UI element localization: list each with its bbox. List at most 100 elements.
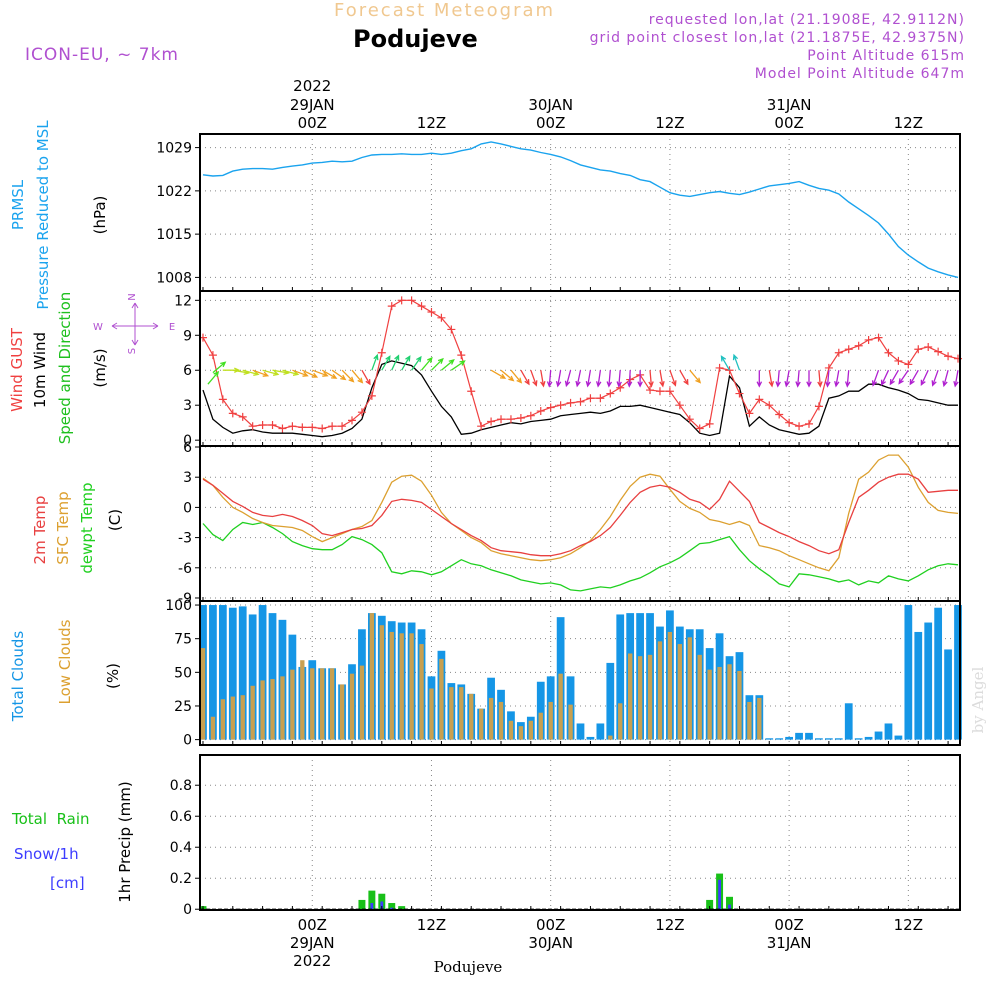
wind-direction-arrow — [555, 370, 562, 388]
wind-direction-arrow — [626, 370, 633, 388]
y-tick-label: 0.4 — [170, 840, 192, 856]
gust-marker — [427, 307, 436, 316]
gust-marker — [526, 411, 535, 420]
bottom-axis-label: 00Z — [774, 916, 803, 934]
gust-marker — [785, 418, 794, 427]
gust-marker — [675, 401, 684, 410]
wind-direction-arrow — [490, 369, 507, 379]
gust-marker — [348, 416, 356, 425]
gust-marker — [596, 394, 605, 403]
bottom-axis-label: 2022 — [293, 952, 331, 970]
gust-marker — [238, 412, 247, 421]
gust-marker — [715, 363, 724, 372]
gust-marker — [586, 394, 595, 403]
wind-direction-arrow — [689, 369, 702, 384]
gust-marker — [894, 356, 903, 365]
snow-cm-label: [cm] — [50, 874, 85, 892]
gust-marker — [298, 423, 307, 432]
wind-direction-arrow — [411, 355, 422, 371]
wind-direction-arrow — [920, 369, 929, 387]
bottom-axis-label: 12Z — [417, 916, 446, 934]
gust-marker — [377, 348, 386, 357]
low-cloud-bar — [717, 666, 722, 740]
low-cloud-bar — [628, 653, 633, 740]
low-cloud-bar — [459, 687, 464, 740]
wind-direction-arrow — [648, 370, 654, 388]
low-cloud-bar — [320, 668, 325, 740]
wind-direction-arrow — [898, 369, 909, 385]
y-tick-label: 1022 — [156, 184, 192, 200]
gust-marker — [367, 391, 376, 400]
bottom-axis-label: 00Z — [536, 916, 565, 934]
y-tick-label: 50 — [174, 665, 192, 681]
y-tick-label: -9 — [178, 591, 192, 607]
wind-direction-arrow — [871, 369, 880, 387]
gust-marker — [646, 386, 655, 395]
y-tick-label: 25 — [174, 699, 192, 715]
top-axis-label: 30JAN — [528, 96, 573, 114]
total-cloud-bar — [924, 622, 933, 740]
wind-unit: (m/s) — [91, 348, 109, 387]
wind-direction-arrow — [331, 369, 347, 381]
wind-direction-arrow — [440, 359, 455, 371]
low-cloud-bar — [618, 703, 623, 740]
wind-direction-arrow — [212, 361, 227, 374]
gust-marker — [884, 348, 893, 357]
wind-direction-arrow — [806, 370, 812, 388]
total-cloud-bar — [536, 681, 545, 740]
low-clouds-label: Low Clouds — [56, 619, 74, 704]
wind-direction-arrow — [817, 370, 823, 388]
top-axis-label: 12Z — [894, 114, 923, 132]
gust-marker — [874, 333, 883, 342]
location-title: Podujeve — [353, 25, 478, 53]
gust-marker — [288, 422, 297, 431]
t2m-line — [202, 473, 958, 557]
top-axis-label: 00Z — [298, 114, 327, 132]
bottom-axis-label: 12Z — [894, 916, 923, 934]
rain-bar — [358, 899, 366, 910]
total-cloud-bar — [248, 614, 257, 740]
y-tick-label: 100 — [165, 598, 192, 614]
gust-marker — [695, 424, 704, 433]
wind-direction-arrow — [421, 356, 433, 371]
point-altitude: Point Altitude 615m — [807, 48, 965, 64]
footer-location: Podujeve — [434, 958, 503, 976]
gust-marker — [665, 387, 674, 396]
wind-direction-arrow — [361, 369, 371, 386]
panel-frame — [199, 290, 961, 447]
gust-marker — [914, 345, 923, 354]
low-cloud-bar — [389, 631, 394, 740]
gust-marker — [437, 313, 446, 322]
rain-bar — [726, 896, 733, 910]
gust-marker — [944, 352, 953, 361]
wind-direction-arrow — [530, 369, 538, 387]
wind-direction-arrow — [844, 370, 851, 388]
y-tick-label: -6 — [178, 561, 192, 577]
snow-bar — [718, 879, 721, 910]
wind-direction-arrow — [637, 370, 643, 388]
gust-marker — [258, 421, 267, 430]
low-cloud-bar — [429, 688, 434, 740]
wind-direction-arrow — [302, 369, 319, 378]
top-axis-label: 00Z — [536, 114, 565, 132]
gust-marker — [467, 387, 476, 396]
wind-direction-arrow — [606, 370, 613, 388]
low-cloud-bar — [379, 625, 384, 740]
wind-direction-arrow — [510, 369, 523, 384]
wind-direction-arrow — [207, 370, 220, 385]
wind-direction-arrow — [292, 369, 309, 377]
gust-marker — [864, 335, 873, 344]
low-cloud-bar — [419, 644, 424, 740]
wind-labels: Wind GUST 10m Wind Speed and Direction (… — [8, 292, 175, 445]
low-cloud-bar — [339, 684, 345, 740]
total-cloud-bar — [815, 738, 823, 740]
gust-marker — [208, 351, 217, 360]
top-axis-label: 29JAN — [290, 96, 335, 114]
clouds-unit: (%) — [104, 663, 122, 689]
panel-frame — [199, 754, 961, 911]
gust-marker — [228, 409, 237, 418]
wind-direction-arrow — [546, 370, 553, 388]
gust-marker — [497, 415, 506, 424]
gust-marker — [487, 417, 496, 426]
total-cloud-bar — [576, 723, 585, 740]
